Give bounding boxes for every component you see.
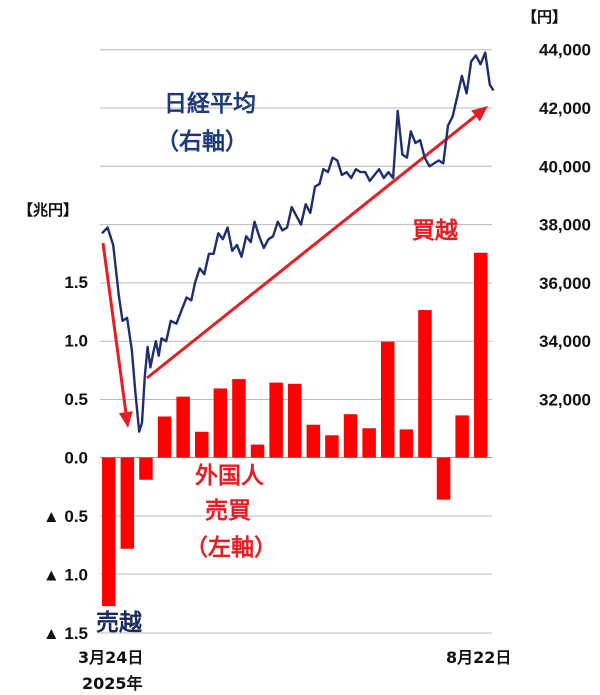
- annotation-sell: 売越: [96, 610, 143, 636]
- bar-17: [418, 310, 432, 458]
- x-label-start-date: 3月24日: [78, 648, 143, 667]
- right-tick-label-4: 40,000: [539, 157, 591, 176]
- bar-9: [269, 382, 283, 458]
- left-tick-label-5: ▲ 1.0: [43, 566, 88, 585]
- annotation-foreign-line3: （左軸）: [185, 534, 277, 561]
- left-tick-label-4: ▲ 0.5: [43, 507, 88, 526]
- left-axis-unit: 【兆円】: [18, 201, 78, 219]
- bar-19: [455, 415, 469, 458]
- right-tick-label-0: 32,000: [539, 391, 591, 410]
- line-series-nikkei: [101, 51, 495, 433]
- annotation-nikkei-line1: 日経平均: [164, 90, 256, 117]
- annotation-buy: 買越: [412, 218, 459, 244]
- bar-7: [232, 379, 246, 458]
- left-tick-label-2: 0.5: [64, 390, 88, 409]
- bar-16: [399, 429, 414, 458]
- bar-0: [102, 457, 116, 607]
- bar-11: [306, 424, 321, 458]
- annotation-foreign-line2: 売買: [205, 498, 251, 524]
- left-tick-label-6: ▲ 1.5: [43, 624, 88, 643]
- annotation-nikkei-line2: （右軸）: [156, 128, 248, 155]
- bar-5: [195, 431, 209, 458]
- right-tick-label-5: 42,000: [539, 99, 591, 118]
- bar-10: [288, 383, 302, 458]
- bar-3: [157, 416, 172, 458]
- left-tick-label-1: 1.0: [64, 332, 88, 351]
- bar-14: [362, 428, 376, 458]
- bar-1: [120, 457, 135, 549]
- left-tick-label-0: 1.5: [64, 273, 88, 292]
- arrow-decline: [101, 242, 133, 428]
- bar-18: [436, 457, 451, 500]
- bar-series-foreign-trading: [102, 252, 488, 607]
- x-label-end-date: 8月22日: [446, 648, 511, 667]
- bar-20: [474, 252, 488, 458]
- bar-13: [343, 414, 358, 458]
- bar-8: [250, 444, 265, 458]
- right-tick-label-1: 34,000: [539, 332, 591, 351]
- bar-15: [381, 341, 395, 458]
- right-tick-label-2: 36,000: [539, 274, 591, 293]
- arrow-rise: [146, 106, 488, 380]
- right-axis-ticks: 32,000 34,000 36,000 38,000 40,000 42,000 44,0…: [539, 41, 591, 410]
- trend-arrows: [101, 106, 488, 428]
- bar-2: [139, 457, 153, 480]
- left-axis-ticks: 1.5 1.0 0.5 0.0 ▲ 0.5 ▲ 1.0 ▲ 1.5: [43, 273, 88, 643]
- x-label-start-year: 2025年: [82, 674, 143, 693]
- bar-4: [176, 396, 190, 458]
- right-axis-unit: 【円】: [522, 8, 567, 26]
- right-tick-label-6: 44,000: [539, 41, 591, 60]
- right-tick-label-3: 38,000: [539, 216, 591, 235]
- bar-12: [325, 435, 339, 458]
- left-tick-label-3: 0.0: [64, 449, 88, 468]
- bar-6: [213, 388, 228, 458]
- annotation-foreign-line1: 外国人: [195, 462, 265, 489]
